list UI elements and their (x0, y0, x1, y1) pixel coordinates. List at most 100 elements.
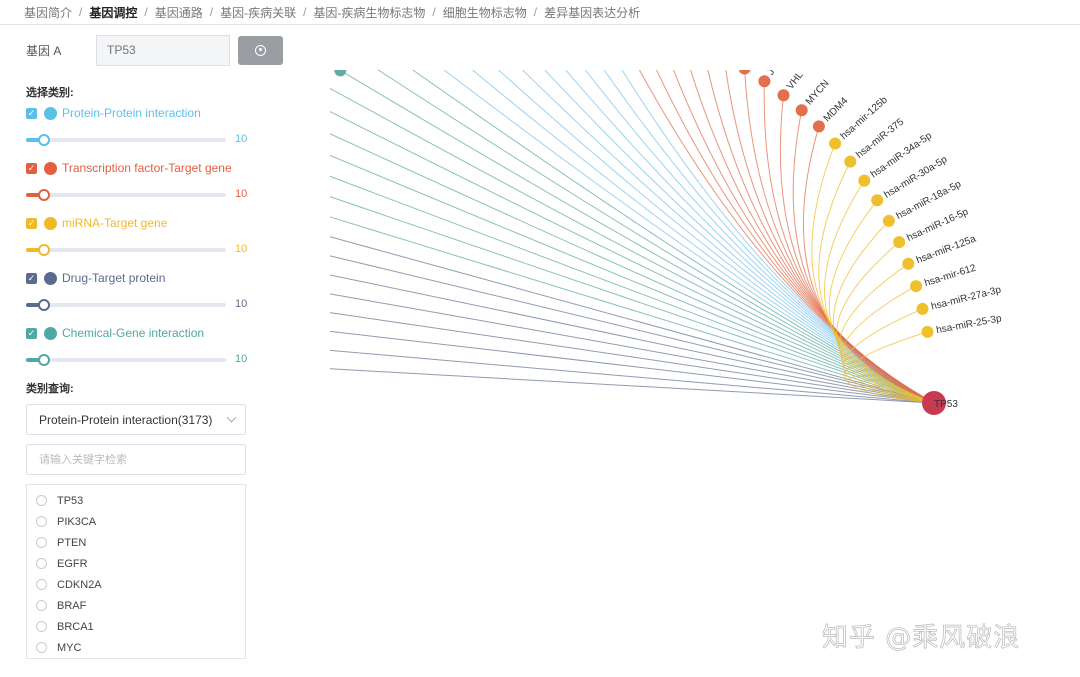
radio-button[interactable] (36, 600, 47, 611)
category-select[interactable]: Protein-Protein interaction(3173) (26, 404, 246, 435)
network-node[interactable] (829, 137, 842, 150)
network-node[interactable] (844, 155, 857, 168)
category-label: Drug-Target protein (62, 271, 166, 285)
slider-fill (26, 303, 44, 307)
breadcrumb-item[interactable]: 差异基因表达分析 (544, 5, 641, 20)
breadcrumb-item[interactable]: 基因-疾病关联 (220, 5, 297, 20)
radio-button[interactable] (36, 579, 47, 590)
center-node[interactable] (922, 391, 946, 415)
keyword-search-input[interactable] (26, 444, 246, 475)
category-checkbox[interactable]: ✓ (26, 162, 37, 174)
gene-name: MYC (57, 641, 82, 654)
network-node[interactable] (738, 70, 751, 75)
network-node[interactable] (758, 75, 771, 88)
network-node[interactable] (777, 89, 790, 102)
gene-list-item[interactable]: PIK3CA (27, 511, 245, 532)
gene-list-item[interactable]: TP53 (27, 490, 245, 511)
category-slider[interactable]: 10 (26, 188, 256, 201)
network-node[interactable] (812, 120, 825, 133)
category-item: ✓ Transcription factor-Target gene 10 (26, 160, 256, 201)
gene-name: TP53 (57, 494, 84, 507)
slider-thumb[interactable] (38, 189, 50, 201)
gene-list: TP53 PIK3CA PTEN EGFR CDKN2A BRAF BRCA1 MYC (26, 484, 246, 659)
network-node[interactable] (893, 236, 906, 249)
breadcrumb-item[interactable]: 细胞生物标志物 (442, 5, 527, 20)
gene-list-item[interactable]: BRCA1 (27, 616, 245, 637)
slider-value: 10 (235, 133, 248, 145)
breadcrumb-item[interactable]: 基因调控 (89, 5, 138, 20)
category-slider[interactable]: 10 (26, 133, 256, 146)
network-node[interactable] (858, 174, 871, 187)
radio-button[interactable] (36, 537, 47, 548)
network-node[interactable] (871, 194, 884, 207)
network-node[interactable] (334, 70, 347, 77)
gene-list-item[interactable]: BRAF (27, 595, 245, 616)
slider-value: 10 (235, 353, 248, 365)
category-label: Transcription factor-Target gene (62, 161, 232, 175)
gene-name: CDKN2A (57, 578, 102, 591)
gene-list-item[interactable]: EGFR (27, 553, 245, 574)
category-checkbox[interactable]: ✓ (26, 107, 37, 119)
slider-track (26, 138, 226, 142)
edge (802, 126, 935, 404)
category-color-dot (44, 271, 57, 285)
category-slider[interactable]: 10 (26, 243, 256, 256)
radio-button[interactable] (36, 558, 47, 569)
radio-button[interactable] (36, 642, 47, 653)
gene-a-submit-button[interactable] (238, 35, 283, 65)
edge (330, 216, 935, 404)
network-node[interactable] (921, 325, 934, 338)
node-label: hsa-miR-125a (915, 233, 978, 266)
gene-list-item[interactable]: CDKN2A (27, 574, 245, 595)
edge (330, 330, 935, 404)
network-node[interactable] (882, 214, 895, 227)
slider-track (26, 193, 226, 197)
category-slider[interactable]: 10 (26, 353, 256, 366)
breadcrumb-item[interactable]: 基因简介 (24, 5, 73, 20)
slider-track (26, 248, 226, 252)
radio-button[interactable] (36, 516, 47, 527)
category-checkbox[interactable]: ✓ (26, 272, 37, 284)
edge (744, 70, 935, 404)
breadcrumb-item[interactable]: 基因-疾病生物标志物 (313, 5, 426, 20)
category-item: ✓ Protein-Protein interaction 10 (26, 105, 256, 146)
radio-button[interactable] (36, 621, 47, 632)
slider-thumb[interactable] (38, 134, 50, 146)
category-slider[interactable]: 10 (26, 298, 256, 311)
slider-track (26, 358, 226, 362)
target-icon (255, 44, 266, 56)
edge (330, 154, 935, 404)
category-color-dot (44, 216, 57, 230)
slider-fill (26, 138, 44, 142)
breadcrumb-separator: / (209, 5, 214, 19)
gene-list-item[interactable]: PTEN (27, 532, 245, 553)
network-node[interactable] (902, 257, 915, 270)
slider-value: 10 (235, 298, 248, 310)
edge (841, 285, 935, 404)
network-node[interactable] (910, 280, 923, 293)
gene-name: EGFR (57, 557, 88, 570)
radio-button[interactable] (36, 495, 47, 506)
gene-list-item[interactable]: MYC (27, 637, 245, 658)
network-graph[interactable]: ZincAcetylsalicylicZinc sulfate, unZinc … (330, 70, 1030, 670)
slider-thumb[interactable] (38, 299, 50, 311)
edges (330, 70, 935, 404)
gene-a-row: 基因 A (26, 34, 283, 66)
slider-value: 10 (235, 188, 248, 200)
edge (603, 70, 935, 404)
edge (330, 133, 935, 404)
node-label: MYCN (804, 78, 832, 107)
select-category-title: 选择类别: (26, 87, 74, 99)
edge (836, 241, 935, 404)
network-node[interactable] (916, 302, 929, 315)
breadcrumb-separator: / (432, 5, 436, 19)
breadcrumb-item[interactable]: 基因通路 (154, 5, 203, 20)
node-label: JUN (765, 70, 785, 77)
category-label: Protein-Protein interaction (62, 106, 201, 120)
slider-thumb[interactable] (38, 354, 50, 366)
network-node[interactable] (795, 104, 808, 117)
category-checkbox[interactable]: ✓ (26, 217, 37, 229)
gene-a-input[interactable] (96, 34, 230, 66)
category-checkbox[interactable]: ✓ (26, 327, 37, 339)
slider-thumb[interactable] (38, 244, 50, 256)
